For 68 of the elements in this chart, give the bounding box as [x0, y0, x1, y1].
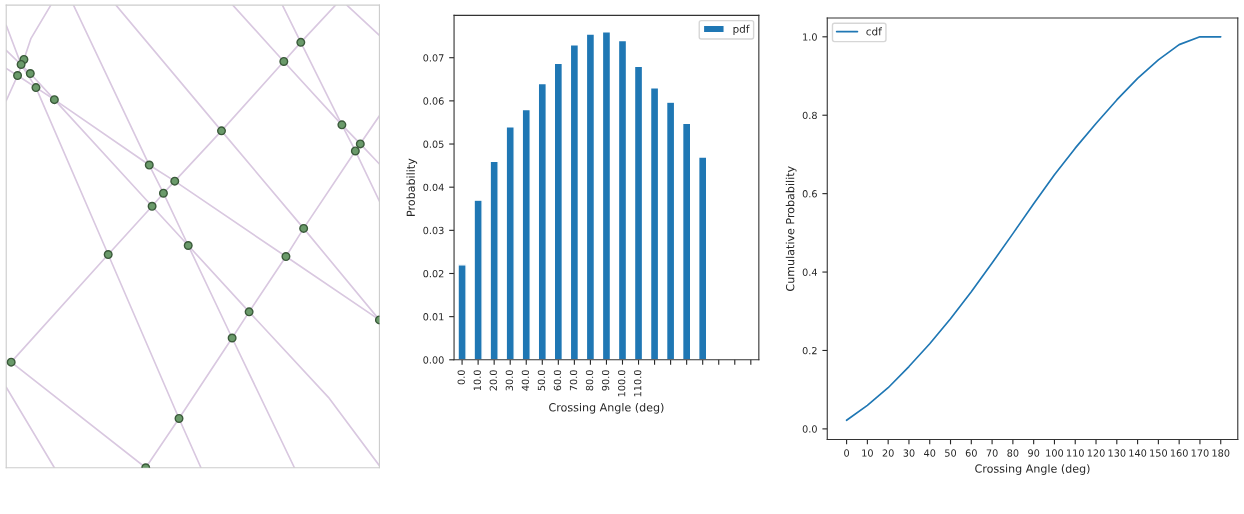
x-tick-label: 0: [844, 449, 850, 457]
x-tick-label: 100: [1046, 449, 1064, 457]
x-tick-label: 160: [1170, 449, 1188, 457]
x-tick-label: 70.0: [569, 370, 578, 391]
y-axis-title: Probability: [406, 158, 418, 216]
bar: [489, 160, 499, 360]
y-tick-label: 0.0: [802, 425, 817, 433]
x-tick-label: 80: [1007, 449, 1019, 457]
x-tick-label: 70: [986, 449, 998, 457]
y-tick-label: 0.4: [802, 268, 817, 276]
bar: [537, 82, 547, 360]
x-tick-label: 180: [1212, 449, 1230, 457]
y-tick-label: 0.03: [423, 226, 444, 235]
x-tick-label: 60: [965, 449, 977, 457]
y-axis-title: Cumulative Probability: [785, 166, 797, 291]
x-tick-label: 20.0: [489, 370, 497, 391]
x-tick-label: 30.0: [505, 370, 514, 391]
x-tick-label: 150: [1150, 449, 1168, 457]
x-tick-label: 170: [1191, 449, 1209, 457]
x-tick-label: 50: [945, 449, 957, 457]
y-tick-label: 0.04: [423, 183, 444, 192]
bar: [569, 44, 580, 360]
x-tick-label: 20: [882, 449, 894, 457]
x-tick-label: 10: [862, 449, 873, 457]
bar: [553, 62, 564, 360]
x-tick-label: 80.0: [585, 370, 594, 391]
x-tick-label: 10.0: [473, 370, 481, 391]
x-tick-label: 0.0: [457, 370, 465, 385]
legend-label: cdf: [866, 27, 883, 36]
bar: [633, 65, 644, 360]
x-tick-label: 110.0: [634, 370, 642, 397]
line-series: [845, 35, 1222, 422]
y-tick-label: 0.05: [423, 140, 444, 148]
y-tick-label: 0.07: [423, 54, 444, 62]
x-axis-title: Crossing Angle (deg): [975, 464, 1090, 475]
bar: [665, 101, 676, 360]
x-tick-label: 90: [1028, 449, 1040, 457]
y-tick-label: 0.6: [802, 190, 817, 198]
x-tick-label: 90.0: [601, 370, 610, 391]
y-tick-label: 1.0: [803, 33, 817, 41]
bar: [681, 122, 692, 360]
x-tick-label: 40.0: [521, 370, 530, 391]
bar: [601, 31, 612, 360]
bar: [457, 264, 467, 360]
bar: [697, 156, 708, 360]
bar: [617, 39, 628, 360]
bar: [585, 33, 596, 360]
legend-label: pdf: [733, 24, 750, 35]
y-tick-label: 0.2: [802, 346, 817, 355]
x-axis-title: Crossing Angle (deg): [549, 402, 664, 414]
bar: [649, 87, 660, 360]
x-tick-label: 110: [1067, 449, 1084, 457]
x-tick-label: 140: [1129, 449, 1147, 457]
x-tick-label: 120: [1087, 449, 1105, 457]
x-tick-label: 40: [924, 449, 936, 457]
x-tick-label: 130: [1108, 449, 1126, 457]
x-tick-label: 100.0: [617, 370, 626, 397]
y-tick-label: 0.01: [423, 313, 444, 321]
x-tick-label: 50.0: [537, 370, 546, 391]
y-tick-label: 0.8: [802, 111, 817, 120]
x-tick-label: 30: [903, 449, 915, 457]
bar: [505, 126, 515, 360]
bar: [473, 199, 483, 360]
y-tick-label: 0.02: [423, 269, 444, 278]
y-tick-label: 0.06: [423, 97, 444, 105]
bar: [521, 108, 531, 360]
x-tick-label: 60.0: [553, 370, 562, 391]
y-tick-label: 0.00: [423, 356, 444, 364]
